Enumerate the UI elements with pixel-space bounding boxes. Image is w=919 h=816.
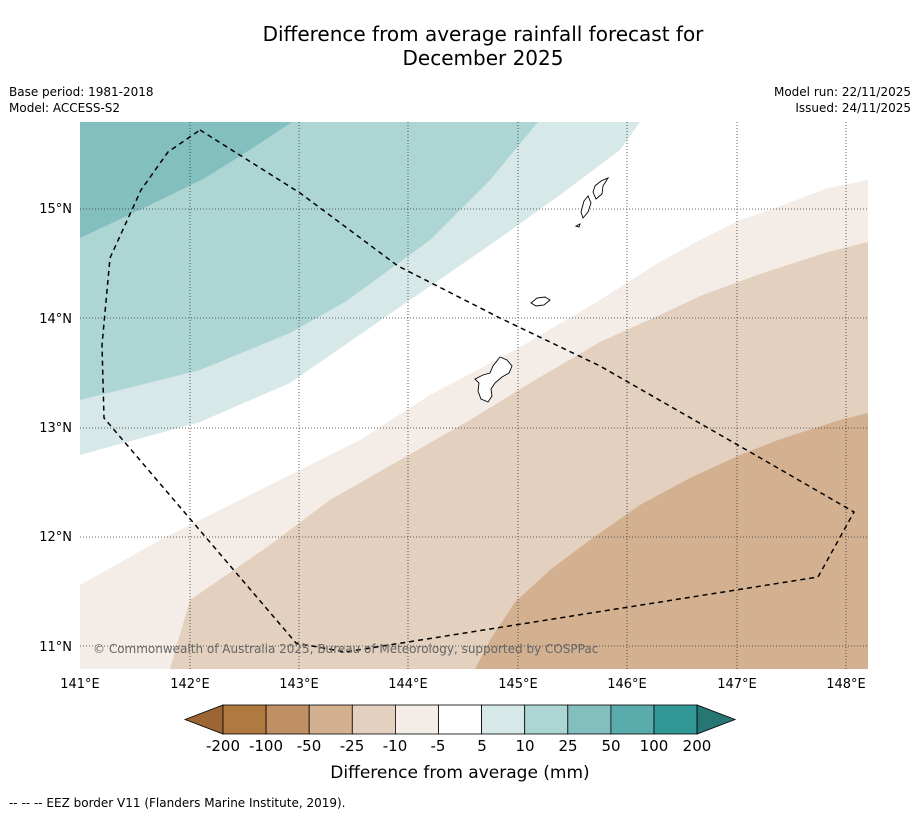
island-rota: [530, 296, 551, 307]
wet-band-10-25: [80, 122, 538, 400]
colorbar-segment: [265, 704, 310, 735]
island-tinian: [580, 195, 592, 219]
lon-label: 148°E: [826, 677, 866, 692]
lon-label: 144°E: [388, 677, 428, 692]
longitude-labels: 141°E 142°E 143°E 144°E 145°E 146°E 147°…: [60, 677, 866, 692]
graticule: [80, 122, 868, 669]
colorbar-label: Difference from average (mm): [330, 763, 589, 783]
lat-label: 11°N: [39, 640, 72, 655]
island-aguijan: [574, 223, 581, 228]
lat-label: 15°N: [39, 202, 72, 217]
issued-date: Issued: 24/11/2025: [795, 101, 911, 115]
title-line-1: Difference from average rainfall forecas…: [262, 22, 704, 46]
model-run: Model run: 22/11/2025: [773, 85, 911, 99]
colorbar-extend-high: [696, 704, 737, 735]
eez-footnote: -- -- -- EEZ border V11 (Flanders Marine…: [9, 796, 346, 810]
islands: [474, 177, 610, 403]
island-saipan: [592, 177, 610, 200]
colorbar-segment: [351, 704, 396, 735]
colorbar-tick: -100: [249, 737, 283, 755]
lat-label: 13°N: [39, 421, 72, 436]
colorbar-tick: 5: [477, 737, 487, 755]
colorbar-extend-low: [183, 704, 224, 735]
lon-label: 146°E: [607, 677, 647, 692]
contour-fills: [80, 122, 868, 669]
base-period: Base period: 1981-2018: [9, 85, 154, 99]
lon-label: 143°E: [279, 677, 319, 692]
colorbar-tick: 25: [558, 737, 577, 755]
colorbar: [183, 704, 737, 735]
island-guam: [474, 356, 513, 403]
copyright-text: © Commonwealth of Australia 2025, Bureau…: [93, 642, 598, 656]
lon-label: 141°E: [60, 677, 100, 692]
colorbar-segment: [222, 704, 267, 735]
lat-label: 14°N: [39, 312, 72, 327]
colorbar-tick: 200: [683, 737, 712, 755]
eez-border: [101, 129, 856, 653]
colorbar-segment: [524, 704, 569, 735]
colorbar-tick: 100: [640, 737, 669, 755]
lon-label: 145°E: [498, 677, 538, 692]
colorbar-tick: 10: [515, 737, 534, 755]
colorbar-segment: [438, 704, 482, 735]
lat-label: 12°N: [39, 530, 72, 545]
colorbar-segment: [610, 704, 655, 735]
dry-band-25-50: [475, 413, 868, 669]
meta-right: Model run: 22/11/2025 Issued: 24/11/2025: [774, 84, 911, 116]
latitude-labels: 15°N 14°N 13°N 12°N 11°N: [39, 202, 72, 655]
title-line-2: December 2025: [402, 46, 564, 70]
colorbar-segment: [308, 704, 353, 735]
colorbar-tick: 50: [601, 737, 620, 755]
chart-title: Difference from average rainfall forecas…: [0, 22, 919, 70]
meta-left: Base period: 1981-2018 Model: ACCESS-S2: [9, 84, 154, 116]
colorbar-tick-labels: -200 -100 -50 -25 -10 -5 5 10 25 50 100 …: [206, 737, 711, 755]
model-name: Model: ACCESS-S2: [9, 101, 121, 115]
lon-label: 147°E: [717, 677, 757, 692]
colorbar-tick: -25: [340, 737, 365, 755]
colorbar-tick: -50: [297, 737, 322, 755]
colorbar-tick: -200: [206, 737, 240, 755]
colorbar-segment: [394, 704, 439, 735]
lon-label: 142°E: [170, 677, 210, 692]
colorbar-segment: [481, 704, 526, 735]
colorbar-tick: -5: [431, 737, 446, 755]
colorbar-segment: [567, 704, 612, 735]
colorbar-segment: [653, 704, 698, 735]
colorbar-tick: -10: [383, 737, 408, 755]
